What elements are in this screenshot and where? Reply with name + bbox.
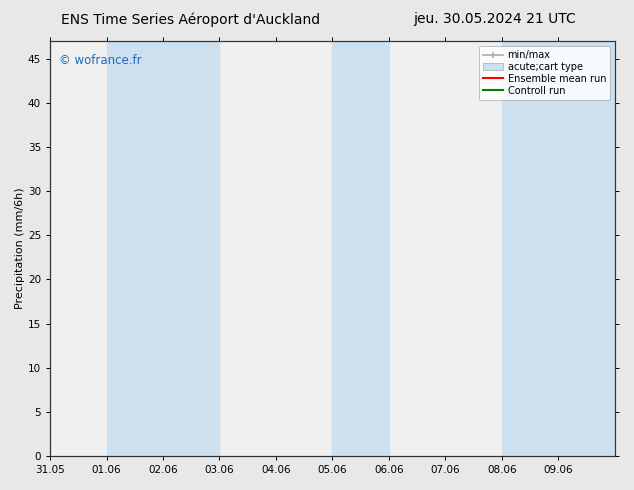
Y-axis label: Precipitation (mm/6h): Precipitation (mm/6h) [15,188,25,309]
Bar [107,41,219,456]
Legend: min/max, acute;cart type, Ensemble mean run, Controll run: min/max, acute;cart type, Ensemble mean … [479,46,610,99]
Text: ENS Time Series Aéroport d'Auckland: ENS Time Series Aéroport d'Auckland [61,12,320,27]
Text: jeu. 30.05.2024 21 UTC: jeu. 30.05.2024 21 UTC [413,12,576,26]
Bar [559,41,615,456]
Bar [502,41,559,456]
Text: © wofrance.fr: © wofrance.fr [58,54,141,67]
Bar [332,41,389,456]
